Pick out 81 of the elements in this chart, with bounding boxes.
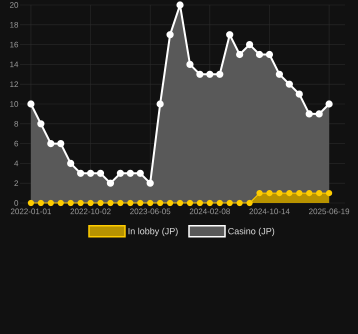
point — [116, 170, 124, 177]
point — [38, 200, 44, 206]
point — [296, 190, 302, 196]
point — [126, 170, 134, 177]
x-tick-label: 2022-01-01 — [10, 208, 51, 214]
point — [147, 200, 154, 206]
point — [236, 200, 243, 206]
point — [256, 50, 264, 58]
y-tick-label: 12 — [10, 81, 18, 87]
point — [78, 200, 84, 206]
point — [58, 200, 64, 206]
point — [156, 100, 164, 108]
point — [306, 190, 312, 196]
point — [216, 200, 223, 206]
y-tick-label: 14 — [10, 62, 18, 68]
point — [196, 70, 204, 78]
point — [166, 200, 174, 206]
point — [226, 31, 234, 38]
x-tick-label: 2024-10-14 — [249, 208, 290, 214]
point — [286, 190, 292, 196]
point — [316, 190, 322, 196]
point — [196, 200, 203, 206]
point — [236, 50, 244, 58]
y-tick-label: 8 — [14, 120, 18, 127]
point — [28, 200, 34, 206]
point — [68, 200, 74, 206]
point — [296, 90, 303, 98]
point — [326, 190, 332, 196]
point — [306, 110, 313, 118]
point — [326, 100, 333, 108]
point — [77, 170, 84, 177]
y-tick-label: 4 — [14, 160, 18, 166]
point — [166, 31, 174, 38]
point — [256, 190, 263, 196]
point — [136, 170, 144, 177]
point — [186, 200, 194, 206]
point — [97, 200, 104, 206]
point — [276, 190, 283, 196]
point — [87, 200, 94, 206]
point — [137, 200, 144, 206]
x-tick-label: 2023-06-05 — [130, 208, 170, 214]
point — [157, 200, 164, 206]
point — [226, 200, 233, 206]
point — [266, 190, 273, 196]
y-tick-label: 6 — [14, 140, 18, 146]
point — [206, 200, 213, 206]
point — [57, 140, 64, 148]
x-tick-label: 2025-06-19 — [309, 208, 350, 214]
point — [107, 200, 114, 206]
point — [127, 200, 134, 206]
point — [86, 170, 94, 177]
x-tick-label: 2022-10-02 — [70, 208, 111, 214]
point — [266, 50, 274, 58]
y-tick-label: 10 — [10, 101, 18, 107]
point — [206, 70, 214, 78]
point — [106, 180, 114, 187]
point — [96, 170, 104, 177]
point — [246, 200, 253, 206]
point — [176, 200, 184, 206]
point — [146, 180, 154, 187]
point — [67, 160, 74, 167]
y-tick-label: 16 — [10, 42, 18, 48]
point — [37, 120, 44, 128]
point — [48, 200, 54, 206]
point — [176, 1, 184, 9]
point — [47, 140, 54, 148]
y-tick-label: 2 — [14, 180, 18, 186]
point — [286, 80, 293, 88]
point — [186, 60, 194, 68]
y-tick-label: 20 — [10, 2, 18, 8]
point — [316, 110, 323, 118]
point — [216, 70, 224, 78]
point — [276, 70, 284, 78]
y-tick-label: 18 — [10, 22, 18, 28]
legend-label: In lobby (JP) — [128, 228, 178, 236]
legend-label: Casino (JP) — [228, 228, 274, 236]
point — [117, 200, 124, 206]
x-tick-label: 2024-02-08 — [190, 208, 230, 214]
point — [246, 40, 254, 48]
y-tick-label: 0 — [14, 200, 18, 206]
point — [27, 100, 35, 108]
